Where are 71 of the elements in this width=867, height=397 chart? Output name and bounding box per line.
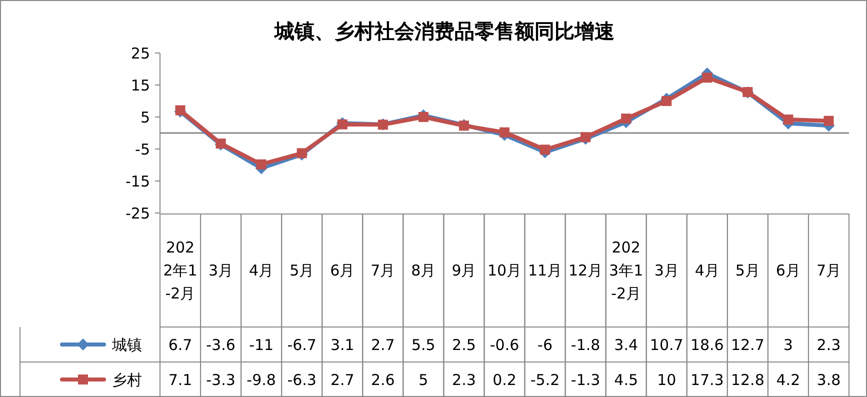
x-tick-label: 12月 — [568, 261, 603, 280]
y-tick-label: -5 — [135, 140, 150, 158]
x-tick-label: 4月 — [694, 261, 720, 280]
data-label: -1.8 — [570, 336, 600, 354]
data-label: 17.3 — [690, 370, 724, 389]
x-tick-label: 9月 — [452, 261, 476, 280]
y-tick-label: 25 — [130, 44, 150, 62]
data-label: 5.5 — [412, 336, 436, 354]
data-label: 12.8 — [730, 370, 764, 389]
point — [702, 72, 712, 83]
x-tick-label: 3月 — [208, 261, 234, 280]
data-label: 2.3 — [816, 336, 841, 354]
legend-label: 城镇 — [111, 336, 142, 354]
x-tick-label: 6月 — [776, 261, 800, 280]
data-label: 0.2 — [492, 370, 516, 389]
data-label: -6.3 — [287, 370, 316, 389]
x-tick-label: 7月 — [816, 261, 842, 280]
x-tick-label: 5月 — [735, 261, 760, 280]
point — [175, 105, 186, 116]
data-label: -1.3 — [570, 370, 600, 389]
x-tick-label: 8月 — [411, 261, 436, 280]
x-tick-label: 7月 — [370, 261, 396, 280]
data-label: 3.8 — [816, 370, 841, 389]
y-tick-label: 5 — [140, 108, 150, 126]
point — [783, 114, 794, 125]
data-label: 6.7 — [168, 336, 192, 354]
data-label: 18.6 — [690, 336, 724, 354]
data-label: 2.6 — [370, 370, 395, 389]
chart-title: 城镇、乡村社会消费品零售额同比增速 — [274, 19, 614, 43]
data-label: -6.7 — [287, 336, 316, 354]
data-label: -11 — [249, 336, 274, 354]
data-label: 2.3 — [452, 370, 476, 389]
x-tick-label: 5月 — [290, 261, 314, 280]
point — [418, 112, 428, 122]
data-label: 5 — [418, 370, 428, 389]
y-tick-label: -15 — [126, 172, 150, 190]
x-tick-label: 4月 — [249, 261, 274, 280]
data-label: 10 — [657, 370, 676, 389]
data-label: 3.4 — [614, 336, 638, 354]
point — [621, 114, 632, 124]
y-tick-label: -25 — [126, 204, 150, 222]
point — [580, 132, 591, 142]
point — [256, 159, 266, 170]
data-label: -0.6 — [490, 336, 520, 354]
data-label: 2.7 — [330, 370, 354, 389]
data-label: 4.5 — [614, 370, 638, 389]
point — [500, 127, 510, 138]
data-label: 2.7 — [370, 336, 395, 354]
x-tick-label: 11月 — [528, 261, 562, 280]
y-tick-label: 15 — [130, 76, 150, 94]
data-label: -9.8 — [246, 370, 276, 389]
x-tick-label: 2023年1-2月 — [609, 238, 644, 302]
data-label: 3.1 — [330, 336, 354, 354]
point — [540, 144, 550, 155]
data-label: 12.7 — [730, 336, 764, 354]
x-tick-label: 2022年1-2月 — [163, 238, 198, 302]
data-label: 3 — [783, 336, 793, 354]
data-label: 7.1 — [168, 370, 192, 389]
data-label: -5.2 — [530, 370, 560, 389]
data-label: -3.6 — [206, 336, 236, 354]
data-label: 4.2 — [776, 370, 800, 389]
data-label: -3.3 — [206, 370, 236, 389]
data-label: 10.7 — [650, 336, 684, 354]
x-tick-label: 10月 — [487, 261, 522, 280]
data-label: 2.5 — [452, 336, 476, 354]
x-tick-label: 6月 — [330, 261, 355, 280]
legend-label: 乡村 — [112, 370, 142, 389]
x-tick-label: 3月 — [654, 261, 679, 280]
point — [662, 96, 672, 106]
data-label: -6 — [538, 336, 553, 354]
point — [824, 116, 834, 126]
